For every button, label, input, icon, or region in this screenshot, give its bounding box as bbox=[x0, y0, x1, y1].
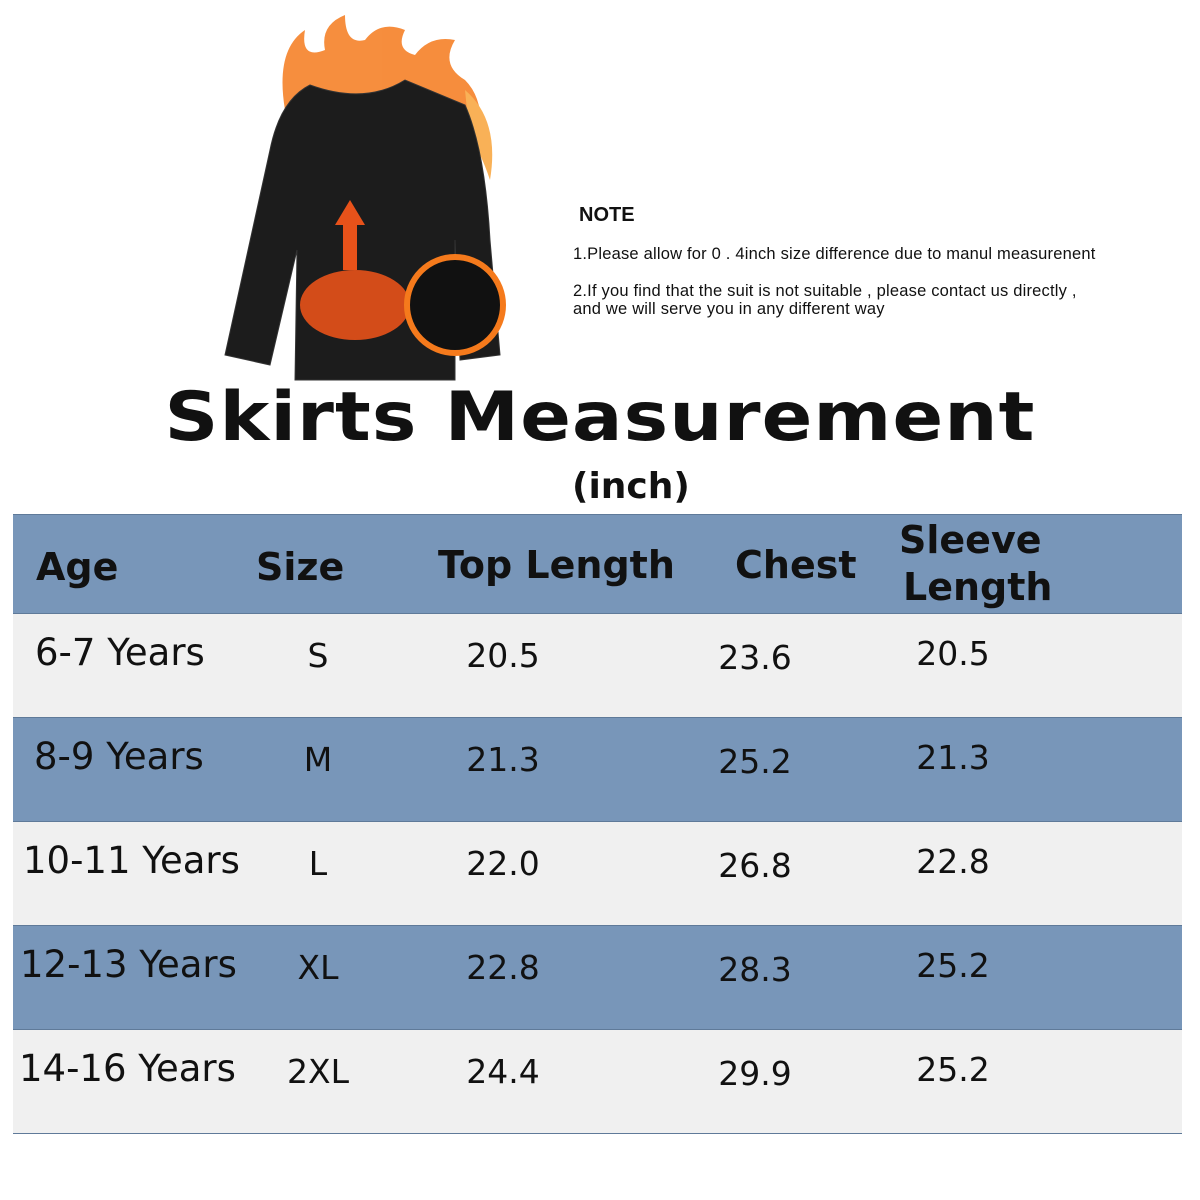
cell-size: S bbox=[307, 636, 329, 675]
note-line-1: 1.Please allow for 0 . 4inch size differ… bbox=[573, 245, 1096, 263]
cell-top-length: 22.8 bbox=[466, 948, 540, 987]
fleece-circle bbox=[404, 254, 506, 356]
heat-zone bbox=[300, 270, 410, 340]
table-row: 8-9 Years M 21.3 25.2 21.3 bbox=[13, 718, 1182, 822]
header-sleeve: Sleeve bbox=[899, 518, 1042, 562]
cell-age: 14-16 Years bbox=[19, 1047, 236, 1090]
cell-sleeve-length: 25.2 bbox=[916, 946, 990, 985]
cell-chest: 29.9 bbox=[718, 1054, 792, 1093]
header-length: Length bbox=[903, 565, 1053, 609]
cell-top-length: 24.4 bbox=[466, 1052, 540, 1091]
thermal-shirt-image bbox=[224, 15, 506, 381]
note-line-2b: and we will serve you in any different w… bbox=[573, 300, 885, 318]
cell-chest: 28.3 bbox=[718, 950, 792, 989]
header-top-length: Top Length bbox=[438, 543, 675, 587]
table-row: 14-16 Years 2XL 24.4 29.9 25.2 bbox=[13, 1030, 1182, 1134]
note-line-2a: 2.If you find that the suit is not suita… bbox=[573, 282, 1077, 300]
cell-age: 12-13 Years bbox=[20, 943, 237, 986]
cell-top-length: 20.5 bbox=[466, 636, 540, 675]
cell-size: XL bbox=[297, 948, 339, 987]
table-body: 6-7 Years S 20.5 23.6 20.5 8-9 Years M 21.3 25.2… bbox=[13, 614, 1182, 1134]
cell-chest: 23.6 bbox=[718, 638, 792, 677]
cell-sleeve-length: 21.3 bbox=[916, 738, 990, 777]
header-age: Age bbox=[36, 545, 119, 589]
cell-size: M bbox=[303, 740, 333, 779]
table-row: 6-7 Years S 20.5 23.6 20.5 bbox=[13, 614, 1182, 718]
cell-top-length: 22.0 bbox=[466, 844, 540, 883]
cell-age: 10-11 Years bbox=[23, 839, 240, 882]
page-title: Skirts Measurement bbox=[164, 378, 1036, 457]
unit-label: (inch) bbox=[572, 466, 690, 507]
note-title: NOTE bbox=[579, 204, 635, 226]
table-header: Age Size Top Length Chest Sleeve Length bbox=[13, 514, 1182, 614]
table-row: 10-11 Years L 22.0 26.8 22.8 bbox=[13, 822, 1182, 926]
cell-top-length: 21.3 bbox=[466, 740, 540, 779]
cell-size: L bbox=[308, 844, 328, 883]
header-size: Size bbox=[256, 545, 345, 589]
cell-sleeve-length: 22.8 bbox=[916, 842, 990, 881]
header-chest: Chest bbox=[735, 543, 857, 587]
size-table: Age Size Top Length Chest Sleeve Length … bbox=[13, 514, 1182, 1134]
cell-size: 2XL bbox=[287, 1052, 349, 1091]
table-row: 12-13 Years XL 22.8 28.3 25.2 bbox=[13, 926, 1182, 1030]
cell-sleeve-length: 20.5 bbox=[916, 634, 990, 673]
cell-chest: 25.2 bbox=[718, 742, 792, 781]
cell-sleeve-length: 25.2 bbox=[916, 1050, 990, 1089]
heat-arrow-icon bbox=[335, 200, 365, 270]
cell-age: 6-7 Years bbox=[35, 631, 205, 674]
cell-chest: 26.8 bbox=[718, 846, 792, 885]
cell-age: 8-9 Years bbox=[34, 735, 204, 778]
